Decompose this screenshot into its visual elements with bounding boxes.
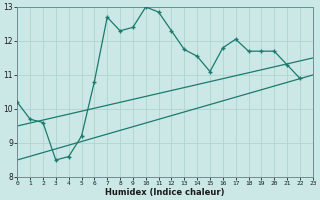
X-axis label: Humidex (Indice chaleur): Humidex (Indice chaleur) [105, 188, 225, 197]
